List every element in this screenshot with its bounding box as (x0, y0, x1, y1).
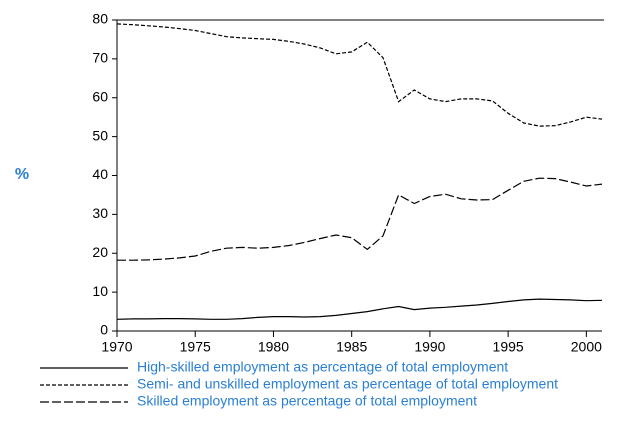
y-tick-label: 80 (92, 11, 108, 27)
y-tick-label: 70 (92, 50, 108, 66)
x-tick-label: 1995 (493, 339, 524, 355)
x-tick-label: 1990 (414, 339, 445, 355)
legend-label: Semi- and unskilled employment as percen… (137, 376, 558, 392)
y-tick-label: 10 (92, 283, 108, 299)
x-tick-label: 1980 (258, 339, 289, 355)
x-tick-label: 1985 (336, 339, 367, 355)
legend-label: Skilled employment as percentage of tota… (137, 393, 477, 409)
y-tick-label: 50 (92, 127, 108, 143)
series-line (116, 298, 603, 320)
x-tick-label: 1975 (180, 339, 211, 355)
y-tick-label: 30 (92, 205, 108, 221)
x-tick-label: 1970 (101, 339, 132, 355)
y-tick-label: 0 (100, 322, 108, 338)
series-line (116, 23, 603, 127)
y-axis-label: % (15, 166, 29, 183)
x-tick-label: 2000 (571, 339, 602, 355)
series-line (117, 177, 603, 261)
legend-label: High-skilled employment as percentage of… (137, 359, 508, 375)
y-tick-label: 20 (92, 244, 108, 260)
y-tick-label: 60 (92, 88, 108, 104)
y-tick-label: 40 (92, 166, 108, 182)
